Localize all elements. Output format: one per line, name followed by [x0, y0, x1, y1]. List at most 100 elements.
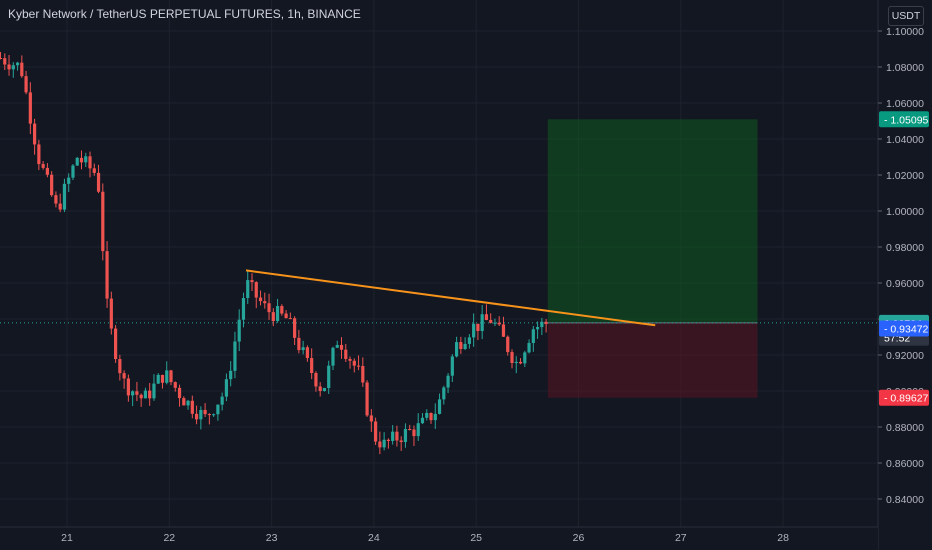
candle-down: [177, 387, 182, 399]
candle-down: [101, 191, 105, 252]
candle-down: [348, 358, 352, 361]
candle-down: [173, 382, 177, 388]
y-tick-label: 0.96000: [886, 278, 924, 290]
candle-up: [467, 337, 471, 344]
candle-down: [160, 374, 165, 383]
profit-zone[interactable]: [547, 119, 758, 323]
x-tick-label: 28: [777, 532, 789, 544]
candle-down: [293, 318, 297, 338]
y-tick-label: 1.06000: [886, 98, 924, 110]
candle-down: [280, 306, 284, 314]
candle-up: [514, 361, 518, 363]
candle-down: [518, 361, 523, 364]
candle-down: [271, 312, 275, 322]
candle-up: [531, 329, 535, 343]
candle-up: [416, 423, 420, 437]
x-tick-label: 26: [573, 532, 585, 544]
candle-down: [105, 251, 109, 299]
candle-down: [365, 382, 369, 416]
candle-down: [501, 324, 506, 337]
y-tick-label: 1.00000: [886, 206, 924, 218]
candle-down: [113, 328, 118, 360]
candle-up: [442, 387, 446, 400]
candle-down: [310, 358, 314, 373]
candle-down: [318, 386, 322, 391]
candle-down: [182, 398, 186, 406]
y-tick-label: 0.86000: [886, 458, 924, 470]
time-axis[interactable]: [0, 527, 878, 550]
candle-down: [267, 303, 271, 313]
candle-up: [224, 379, 229, 397]
candle-up: [425, 412, 429, 418]
candle-down: [250, 280, 254, 283]
candle-down: [122, 373, 126, 379]
candle-down: [361, 366, 365, 383]
candle-up: [216, 404, 220, 415]
candle-down: [314, 372, 318, 387]
candle-up: [156, 374, 160, 384]
price-tag[interactable]: [879, 389, 929, 406]
candle-down: [33, 123, 37, 145]
candle-up: [540, 321, 544, 328]
price-tag[interactable]: [879, 320, 929, 337]
stop-loss-zone[interactable]: [547, 322, 758, 398]
currency-selector[interactable]: USDT: [888, 6, 924, 26]
candle-down: [45, 167, 49, 175]
candle-up: [15, 62, 20, 66]
candle-up: [493, 322, 497, 324]
candle-up: [199, 409, 203, 420]
candle-down: [0, 58, 3, 59]
candle-down: [544, 321, 548, 325]
price-tag[interactable]: [879, 111, 929, 128]
candle-down: [96, 172, 101, 192]
candle-down: [297, 337, 301, 351]
candle-down: [305, 347, 310, 359]
y-tick-label: 0.98000: [886, 242, 924, 254]
candle-down: [399, 440, 403, 443]
candle-down: [378, 441, 382, 448]
candle-up: [84, 156, 88, 163]
candle-up: [535, 327, 540, 330]
candle-up: [472, 323, 476, 338]
y-tick-label: 0.88000: [886, 422, 924, 434]
candle-up: [527, 342, 531, 353]
candle-down: [24, 76, 28, 93]
candle-up: [229, 370, 233, 380]
candle-up: [212, 414, 216, 416]
candle-up: [220, 396, 224, 405]
candle-down: [374, 421, 378, 442]
x-tick-label: 21: [61, 532, 73, 544]
y-tick-label: 1.04000: [886, 134, 924, 146]
candle-up: [450, 356, 454, 376]
candle-up: [480, 314, 484, 331]
candle-down: [352, 360, 356, 366]
candle-down: [3, 58, 7, 65]
candle-up: [331, 347, 335, 366]
price-tag-label: - 1.05095: [884, 114, 929, 126]
candle-up: [523, 352, 527, 364]
candle-down: [88, 156, 92, 169]
candle-down: [7, 64, 11, 70]
candle-up: [67, 177, 71, 184]
trendline[interactable]: [245, 269, 656, 327]
candle-down: [41, 164, 45, 168]
candle-down: [79, 157, 84, 163]
candle-down: [489, 319, 493, 323]
candle-down: [28, 92, 32, 124]
candle-down: [344, 349, 348, 359]
candle-down: [284, 313, 288, 319]
candle-down: [139, 394, 143, 399]
candle-down: [408, 428, 412, 430]
candle-up: [246, 280, 250, 299]
candle-up: [11, 65, 15, 70]
candle-up: [454, 342, 459, 357]
candle-down: [190, 400, 194, 414]
price-axis[interactable]: [878, 0, 932, 550]
price-tag-label: - 0.89627: [884, 393, 929, 405]
candle-up: [382, 439, 386, 448]
candle-down: [395, 431, 399, 441]
candle-down: [169, 370, 173, 383]
candle-up: [143, 390, 148, 399]
